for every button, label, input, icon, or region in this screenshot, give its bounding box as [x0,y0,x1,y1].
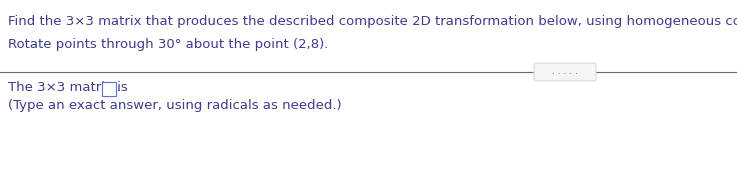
Text: .: . [117,81,121,94]
FancyBboxPatch shape [102,82,116,96]
Text: (Type an exact answer, using radicals as needed.): (Type an exact answer, using radicals as… [8,99,342,112]
Text: . . . . .: . . . . . [552,67,578,76]
Text: Find the 3×3 matrix that produces the described composite 2D transformation belo: Find the 3×3 matrix that produces the de… [8,15,737,28]
FancyBboxPatch shape [534,63,596,81]
Text: Rotate points through 30° about the point (2,8).: Rotate points through 30° about the poin… [8,38,329,51]
Text: The 3×3 matrix is: The 3×3 matrix is [8,81,132,94]
